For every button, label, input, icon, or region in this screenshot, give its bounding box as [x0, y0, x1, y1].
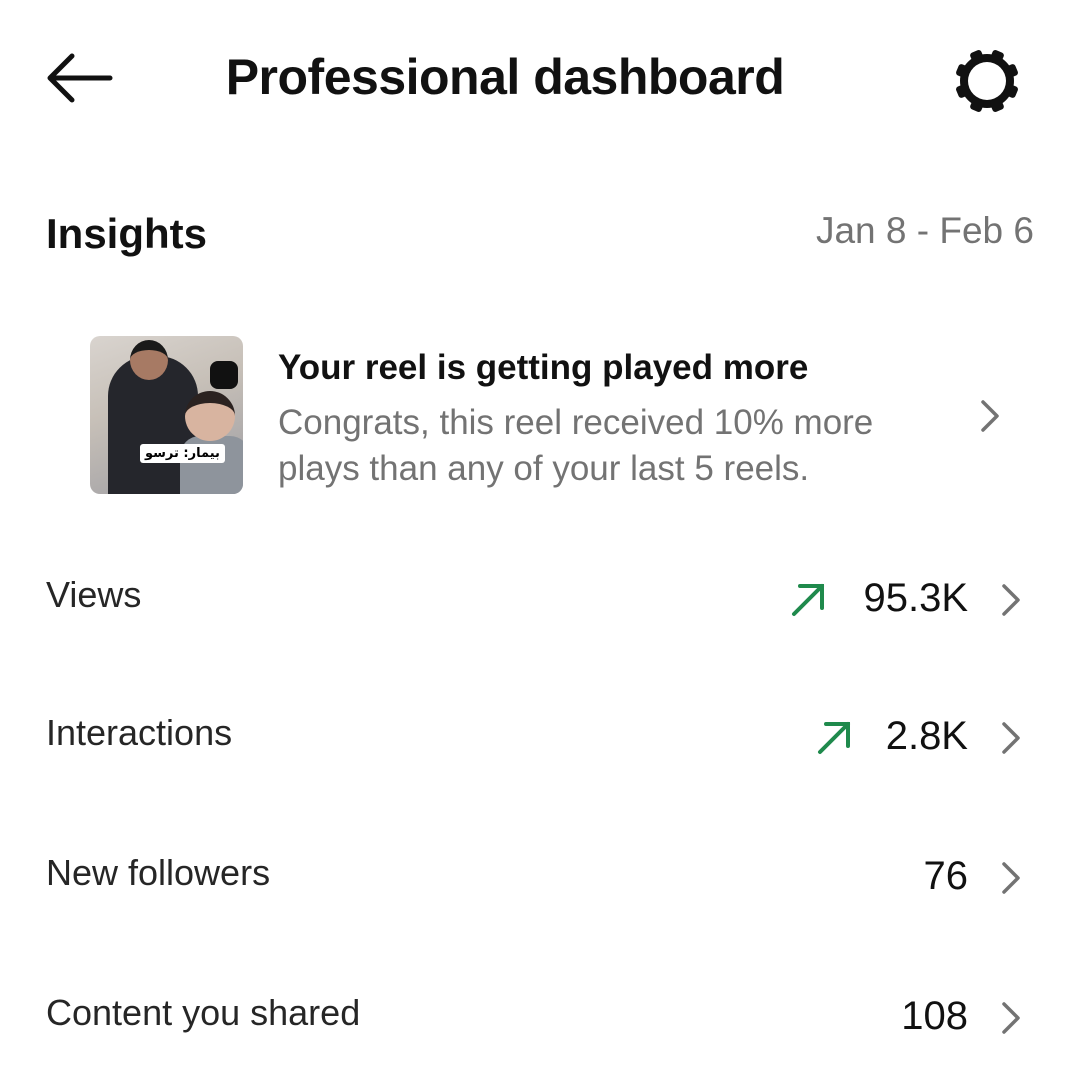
metric-label: New followers: [46, 852, 271, 893]
card-subtitle: Congrats, this reel received 10% more pl…: [278, 403, 874, 488]
metric-value: 95.3K: [863, 576, 968, 620]
metric-value: 76: [923, 854, 969, 898]
insights-heading: Insights: [46, 210, 208, 257]
chevron-right-icon: [981, 400, 999, 432]
chevron-right-icon: [1002, 862, 1020, 894]
metric-value: 108: [901, 994, 968, 1038]
metric-row-interactions[interactable]: Interactions 2.8K: [0, 712, 1080, 772]
back-arrow-icon[interactable]: [44, 50, 114, 106]
chevron-right-icon: [1002, 1002, 1020, 1034]
card-title: Your reel is getting played more: [278, 348, 809, 387]
metric-row-new-followers[interactable]: New followers 76: [0, 852, 1080, 912]
chevron-right-icon: [1002, 722, 1020, 754]
trend-up-arrow-icon: [818, 722, 850, 754]
metric-label: Content you shared: [46, 992, 361, 1033]
thumbnail-caption: بیمار: ترسو: [140, 444, 225, 463]
page-title: Professional dashboard: [225, 49, 785, 105]
trend-up-arrow-icon: [792, 584, 824, 616]
date-range[interactable]: Jan 8 - Feb 6: [815, 210, 1034, 251]
metric-row-views[interactable]: Views 95.3K: [0, 574, 1080, 634]
reel-thumbnail[interactable]: بیمار: ترسو: [90, 336, 243, 494]
metric-row-content-shared[interactable]: Content you shared 108: [0, 992, 1080, 1052]
chevron-right-icon: [1002, 584, 1020, 616]
metric-value: 2.8K: [885, 714, 968, 758]
metric-label: Views: [46, 574, 142, 615]
gear-icon[interactable]: [952, 46, 1022, 116]
metric-label: Interactions: [46, 712, 233, 753]
